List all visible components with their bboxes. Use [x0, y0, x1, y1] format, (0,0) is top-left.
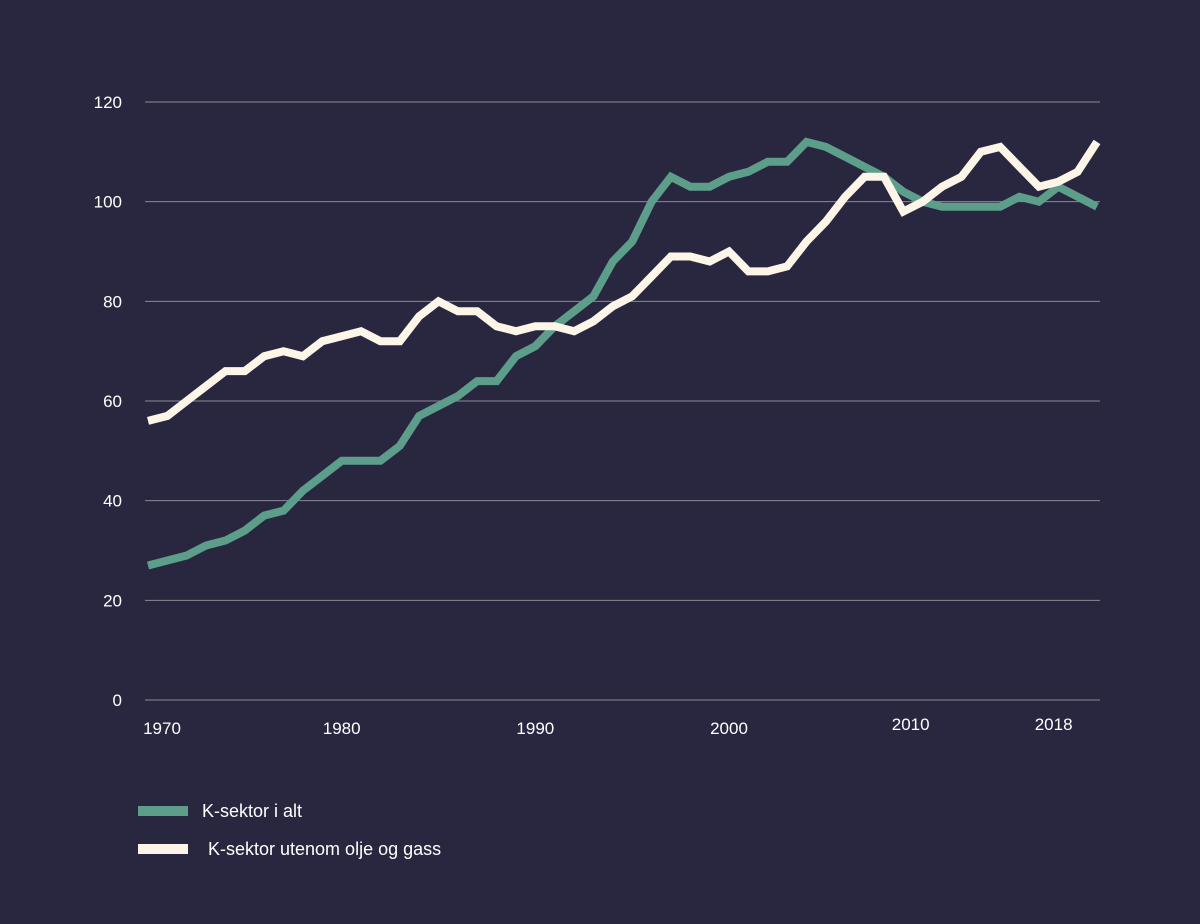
x-tick-label-2000: 2000 [710, 719, 748, 738]
y-tick-label-40: 40 [103, 492, 122, 511]
legend-item-k-sektor-i-alt: K-sektor i alt [138, 792, 441, 830]
legend-label-k-sektor-utenom-olje-og-gass: K-sektor utenom olje og gass [208, 838, 442, 859]
legend-swatch-k-sektor-utenom-olje-og-gass [138, 844, 188, 854]
x-tick-label-1990: 1990 [516, 719, 554, 738]
legend-swatch-k-sektor-i-alt [138, 806, 188, 816]
series-lines [147, 137, 1101, 570]
legend-item-k-sektor-utenom-olje-og-gass: K-sektor utenom olje og gass [138, 830, 441, 868]
x-tick-label-1980: 1980 [323, 719, 361, 738]
y-tick-label-120: 120 [94, 93, 122, 112]
y-tick-label-60: 60 [103, 392, 122, 411]
series-line-k-sektor-utenom-olje-og-gass [147, 139, 1101, 425]
y-tick-label-100: 100 [94, 193, 122, 212]
x-axis-ticks: 1970 1980 1990 2000 2010 2018 [143, 715, 1072, 738]
series-line-k-sektor-i-alt [147, 137, 1099, 570]
y-axis-ticks: 0 20 40 60 80 100 120 [94, 93, 122, 710]
y-tick-label-20: 20 [103, 591, 122, 610]
y-tick-label-80: 80 [103, 292, 122, 311]
x-tick-label-1970: 1970 [143, 719, 181, 738]
x-tick-label-2018: 2018 [1035, 715, 1073, 734]
legend-label-k-sektor-i-alt: K-sektor i alt [202, 800, 303, 821]
gridlines [145, 101, 1100, 701]
legend: K-sektor i alt K-sektor utenom olje og g… [138, 792, 441, 868]
x-tick-label-2010: 2010 [892, 715, 930, 734]
y-tick-label-0: 0 [113, 691, 122, 710]
